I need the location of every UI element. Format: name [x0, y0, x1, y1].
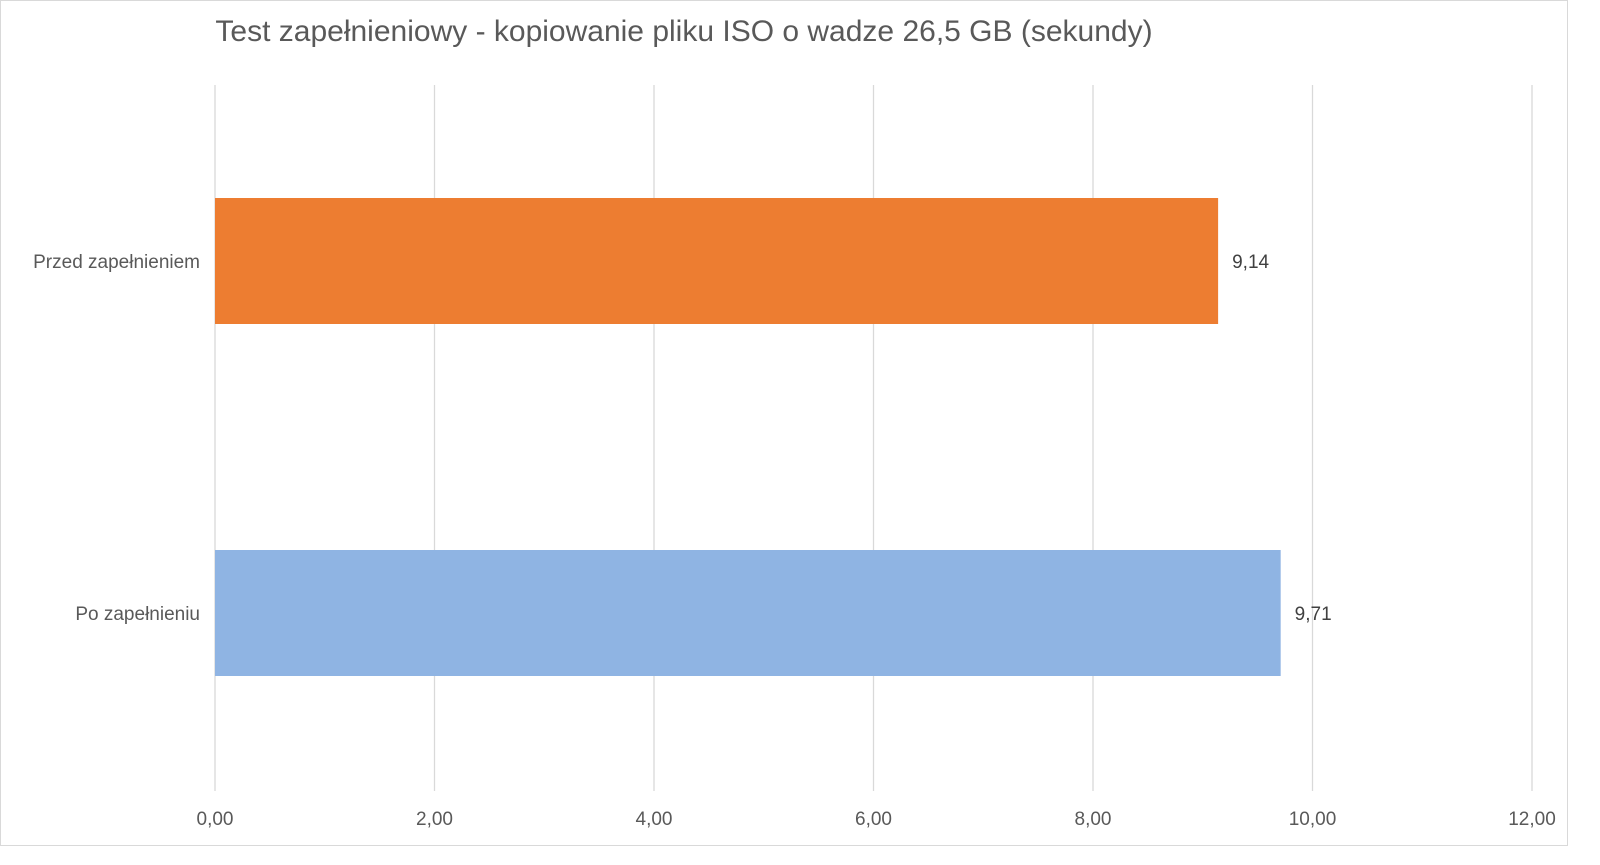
chart-title: Test zapełnieniowy - kopiowanie pliku IS…	[215, 15, 1153, 48]
bar-layer	[215, 198, 1281, 676]
category-label: Po zapełnieniu	[75, 604, 200, 625]
label-layer: 0,00 2,00 4,00 6,00 8,00 10,00 12,00 Przed zape…	[33, 252, 1556, 830]
x-tick-label: 10,00	[1289, 809, 1337, 830]
category-label: Przed zapełnieniem	[33, 252, 200, 273]
x-tick-label: 6,00	[855, 809, 892, 830]
data-label: 9,71	[1295, 604, 1332, 625]
x-tick-label: 0,00	[197, 809, 234, 830]
x-tick-label: 8,00	[1075, 809, 1112, 830]
bar	[215, 198, 1219, 324]
x-tick-label: 12,00	[1508, 809, 1556, 830]
chart-frame: Test zapełnieniowy - kopiowanie pliku IS…	[0, 0, 1568, 846]
grid-layer	[214, 85, 1533, 791]
x-tick-label: 4,00	[636, 809, 673, 830]
bar	[215, 550, 1281, 676]
plot-area: 0,00 2,00 4,00 6,00 8,00 10,00 12,00 Przed zape…	[33, 85, 1556, 830]
data-label: 9,14	[1232, 252, 1269, 273]
x-tick-label: 2,00	[416, 809, 453, 830]
